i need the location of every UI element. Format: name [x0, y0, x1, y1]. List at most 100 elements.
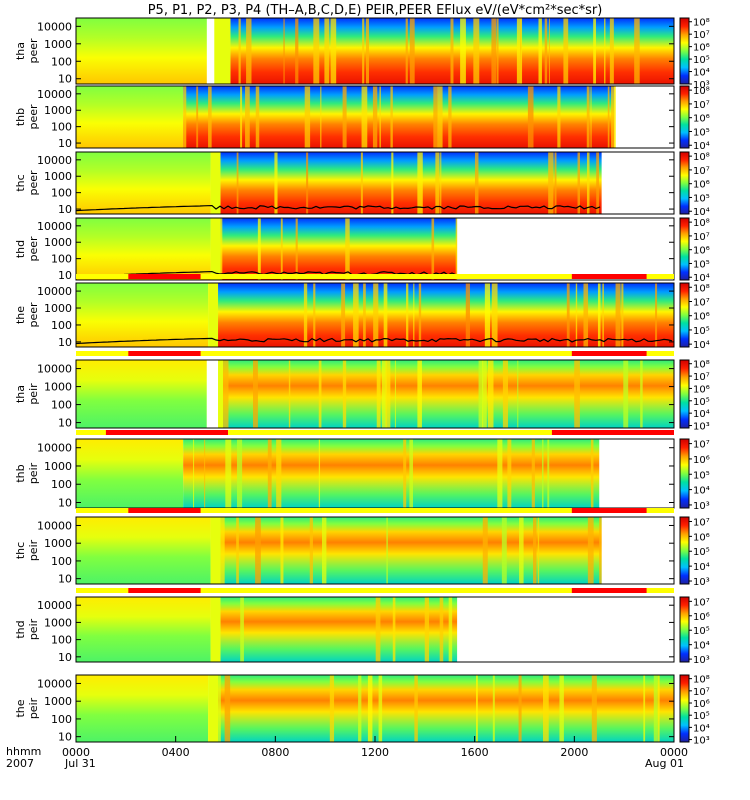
y-tick-label-thd-peer-10000: 10000 — [37, 220, 72, 233]
panel-thc-peir: 10 100 1000 10000 thc peir 10³ 10⁴ 10⁵ 10⁶ 10⁷ — [14, 508, 710, 588]
colorbar-tick-tha-peer-5: 10⁸ — [693, 18, 710, 29]
colorbar-tick-thd-peer-1: 10⁵ — [693, 259, 710, 270]
colorbar-thd-peer: 10⁴ 10⁵ 10⁶ 10⁷ 10⁸ — [679, 217, 710, 284]
y-tick-label-the-peir-1000: 1000 — [44, 695, 72, 708]
colorbar-tick-thb-peir-3: 10⁶ — [693, 455, 710, 466]
colorbar-tick-thc-peir-3: 10⁶ — [693, 532, 710, 543]
y-tick-label-the-peir-100: 100 — [51, 713, 72, 726]
panel-label-type-tha-peer: peer — [27, 38, 40, 64]
colorbar-tick-the-peir-0: 10³ — [693, 736, 710, 747]
region-bar-thc-peir — [76, 508, 674, 513]
plot-frame-thc-peir — [75, 516, 675, 585]
plot-frame-thc-peer — [75, 151, 675, 215]
y-tick-label-tha-peer-10: 10 — [58, 73, 72, 86]
colorbar-tick-thc-peer-3: 10⁷ — [693, 166, 710, 177]
y-tick-label-the-peer-100: 100 — [51, 319, 72, 332]
panel-thc-peer: 10 100 1000 10000 thc peer 10⁴ 10⁵ 10⁶ 10⁷ 10⁸ — [14, 151, 710, 218]
region-bar-the-peer — [76, 274, 674, 279]
panel-label-probe-thb-peir: thb — [14, 464, 27, 482]
y-tick-label-thd-peir-10000: 10000 — [37, 599, 72, 612]
y-tick-label-thc-peer-1000: 1000 — [44, 170, 72, 183]
y-tick-label-thd-peir-1000: 1000 — [44, 616, 72, 629]
colorbar-thc-peer: 10⁴ 10⁵ 10⁶ 10⁷ 10⁸ — [679, 151, 710, 218]
colorbar-tick-the-peer-1: 10⁵ — [693, 326, 710, 337]
spectrogram-the-peer — [76, 283, 674, 347]
colorbar-tick-the-peer-2: 10⁶ — [693, 312, 710, 323]
colorbar-tick-thc-peir-0: 10³ — [693, 577, 710, 588]
colorbar-tick-thb-peer-3: 10⁷ — [693, 100, 710, 111]
y-tick-label-thb-peer-1000: 1000 — [44, 104, 72, 117]
x-tick-label-1: 0400 — [162, 746, 190, 759]
plot-frame-tha-peir — [75, 359, 675, 429]
panel-label-probe-thc-peer: thc — [14, 174, 27, 191]
spectrogram-thc-peer — [76, 152, 674, 214]
y-tick-label-thc-peir-1000: 1000 — [44, 537, 72, 550]
colorbar-tick-thc-peir-1: 10⁴ — [693, 562, 710, 573]
colorbar-tick-the-peer-4: 10⁸ — [693, 283, 710, 294]
colorbar-tick-thd-peir-4: 10⁷ — [693, 597, 710, 608]
colorbar-tick-thc-peir-2: 10⁵ — [693, 547, 710, 558]
panel-label-probe-thd-peer: thd — [14, 240, 27, 258]
colorbar-thb-peir: 10³ 10⁴ 10⁵ 10⁶ 10⁷ — [679, 438, 710, 512]
colorbar-tick-thd-peir-3: 10⁶ — [693, 612, 710, 623]
colorbar-tick-thd-peir-0: 10³ — [693, 655, 710, 666]
panel-label-probe-tha-peer: tha — [14, 42, 27, 60]
y-tick-label-thc-peir-100: 100 — [51, 555, 72, 568]
x-tick-label-6: 0000 — [660, 746, 688, 759]
colorbar-tick-thc-peir-4: 10⁷ — [693, 517, 710, 528]
y-tick-label-thb-peer-10: 10 — [58, 137, 72, 150]
colorbar-tick-tha-peir-2: 10⁵ — [693, 397, 710, 408]
plot-frame-thd-peer — [75, 217, 675, 281]
colorbar-tick-thd-peer-4: 10⁸ — [693, 218, 710, 229]
spectrogram-thb-peer — [76, 86, 616, 148]
panel-thb-peer: 10 100 1000 10000 thb peer 10⁴ 10⁵ 10⁶ 10⁷ 10⁸ — [14, 85, 710, 152]
colorbar-tick-the-peir-1: 10⁴ — [693, 723, 710, 734]
region-bar-tha-peir — [76, 351, 674, 356]
colorbar-tick-thd-peer-3: 10⁷ — [693, 232, 710, 243]
colorbar-tick-tha-peir-3: 10⁶ — [693, 384, 710, 395]
colorbar-tick-tha-peer-4: 10⁷ — [693, 30, 710, 41]
colorbar-tick-thb-peir-4: 10⁷ — [693, 440, 710, 451]
colorbar-tick-tha-peir-5: 10⁸ — [693, 360, 710, 371]
panel-label-type-thb-peir: peir — [27, 462, 40, 484]
panel-label-probe-the-peer: the — [14, 306, 27, 324]
y-tick-label-thc-peir-10000: 10000 — [37, 519, 72, 532]
y-tick-label-tha-peer-1000: 1000 — [44, 38, 72, 51]
plot-frame-the-peer — [75, 282, 675, 348]
y-tick-label-thb-peir-10000: 10000 — [37, 442, 72, 455]
x-axis-year-label: 2007 — [6, 757, 34, 770]
y-tick-label-thd-peer-1000: 1000 — [44, 236, 72, 249]
panel-label-probe-thb-peer: thb — [14, 108, 27, 126]
panel-label-type-thb-peer: peer — [27, 104, 40, 130]
colorbar-tick-thc-peer-1: 10⁵ — [693, 193, 710, 204]
y-tick-label-tha-peir-10000: 10000 — [37, 363, 72, 376]
panel-label-probe-thd-peir: thd — [14, 620, 27, 638]
y-tick-label-the-peer-10: 10 — [58, 336, 72, 349]
region-bar-thb-peir — [76, 430, 674, 435]
y-tick-label-thb-peir-10: 10 — [58, 497, 72, 510]
y-tick-label-the-peir-10000: 10000 — [37, 677, 72, 690]
spectrogram-thb-peir — [76, 439, 600, 508]
colorbar-tick-the-peir-3: 10⁶ — [693, 699, 710, 710]
colorbar-tick-thb-peer-4: 10⁸ — [693, 86, 710, 97]
colorbar-tick-thc-peer-4: 10⁸ — [693, 152, 710, 163]
colorbar-tick-tha-peer-1: 10⁴ — [693, 68, 710, 79]
figure-title: P5, P1, P2, P3, P4 (TH–A,B,C,D,E) PEIR,P… — [148, 3, 603, 18]
panel-label-probe-thc-peir: thc — [14, 542, 27, 559]
panel-thb-peir: 10 100 1000 10000 thb peir 10³ 10⁴ 10⁵ 10⁶ 10⁷ — [14, 430, 710, 512]
panel-label-probe-tha-peir: tha — [14, 385, 27, 403]
colorbar-thc-peir: 10³ 10⁴ 10⁵ 10⁶ 10⁷ — [679, 516, 710, 588]
panel-label-type-thd-peir: peir — [27, 618, 40, 640]
colorbar-tick-tha-peer-3: 10⁶ — [693, 43, 710, 54]
x-tick-label-3: 1200 — [361, 746, 389, 759]
y-tick-label-thd-peir-10: 10 — [58, 651, 72, 664]
colorbar-tick-tha-peir-1: 10⁴ — [693, 409, 710, 420]
region-bar-thd-peir — [76, 588, 674, 593]
panel-label-type-tha-peir: peir — [27, 383, 40, 405]
y-tick-label-thd-peer-10: 10 — [58, 269, 72, 282]
panel-label-type-thd-peer: peer — [27, 236, 40, 262]
